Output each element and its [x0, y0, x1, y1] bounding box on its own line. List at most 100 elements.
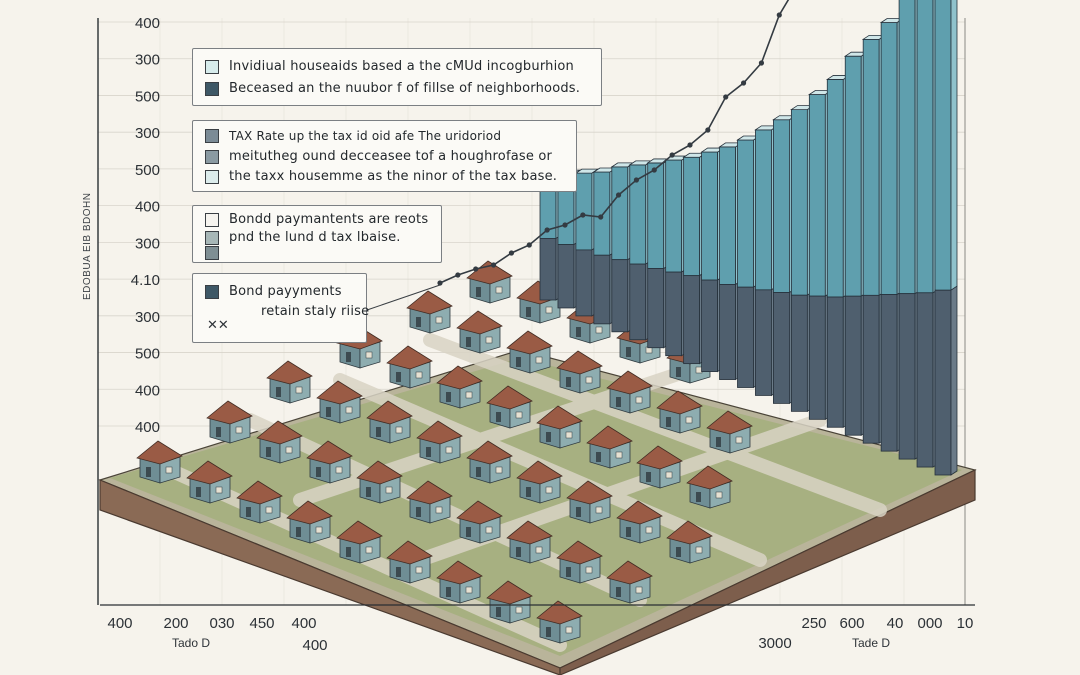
house-window: [585, 566, 593, 574]
y-tick-label: 400: [135, 199, 160, 216]
house-roof: [566, 480, 613, 505]
house: [586, 425, 633, 469]
house-door: [676, 367, 681, 377]
house-roof: [706, 410, 753, 435]
house-door: [716, 437, 721, 447]
house-door: [676, 547, 681, 557]
house: [366, 400, 413, 444]
bar-segment-bond: [790, 294, 808, 412]
house-window: [295, 386, 303, 394]
legend-text: Beceased an the nuubor f of fillse of ne…: [229, 81, 581, 96]
house-roof: [256, 420, 303, 445]
x-axis-label-right: Tade D: [852, 636, 891, 650]
trend-point: [633, 177, 640, 183]
house: [256, 420, 303, 464]
house-roof: [336, 520, 383, 545]
house-door: [276, 387, 281, 397]
trend-point: [598, 214, 604, 220]
x-tick-label: 400: [291, 615, 316, 632]
bar-segment-tax: [934, 0, 952, 291]
house-roof: [386, 540, 433, 565]
x-tick-label: 40: [887, 615, 904, 632]
bar-segment-tax: [844, 55, 862, 297]
house-roof: [556, 350, 603, 375]
house-roof: [236, 480, 283, 505]
bar-segment-bond: [880, 294, 898, 452]
house-window: [495, 466, 503, 474]
legend-text: pnd the lund d tax lbaise.: [229, 230, 401, 245]
house-door: [496, 607, 501, 617]
bar-segment-bond: [611, 259, 629, 333]
legend-text: TAX Rate up the tax id oid afe The urido…: [229, 129, 502, 143]
y-tick-label: 500: [135, 88, 160, 105]
bar-segment-tax: [898, 0, 916, 295]
house-door: [296, 527, 301, 537]
trend-point: [776, 12, 782, 18]
bar-segment-bond: [862, 294, 880, 444]
house-door: [316, 467, 321, 477]
x-tick-label: 250: [801, 615, 826, 632]
trend-point: [740, 80, 747, 86]
bar-segment-bond: [719, 284, 736, 380]
legend-swatch: [205, 81, 219, 96]
trend-point: [651, 167, 657, 173]
house-roof: [586, 425, 633, 450]
trend-point: [490, 262, 497, 268]
house-window: [565, 431, 573, 439]
y-tick-label: 300: [135, 52, 160, 69]
ticks-layer: 4003005003005004003004.10300500400400400…: [100, 15, 975, 654]
house-roof: [136, 440, 183, 465]
house-roof: [486, 385, 533, 410]
bar: [934, 0, 958, 476]
house: [616, 500, 663, 544]
bar: [772, 114, 797, 405]
house-window: [685, 416, 693, 424]
bar-segment-tax: [611, 166, 629, 261]
bar-segment-tax: [916, 0, 934, 294]
house: [466, 260, 513, 304]
house: [436, 365, 483, 409]
y-tick-label: 400: [135, 382, 160, 399]
house-window: [715, 491, 723, 499]
trend-point: [758, 60, 765, 66]
bar-segment-bond: [808, 295, 826, 420]
house-window: [615, 451, 623, 459]
house-door: [446, 392, 451, 402]
bar-segment-tax: [719, 146, 736, 285]
house-door: [646, 472, 651, 482]
house: [706, 410, 753, 454]
house-door: [626, 347, 631, 357]
house: [456, 500, 503, 544]
house-roof: [206, 400, 253, 425]
house-window: [395, 426, 403, 434]
house-roof: [416, 420, 463, 445]
legend-swatch: [205, 59, 219, 74]
trend-layer: [366, 0, 790, 311]
bar-segment-bond: [934, 289, 952, 476]
house-door: [526, 487, 531, 497]
house-window: [445, 446, 453, 454]
house-roof: [556, 540, 603, 565]
legend-text: Invidiual houseaids based a the cMUd inc…: [229, 59, 574, 74]
house: [606, 370, 653, 414]
bar-segment-bond: [557, 244, 575, 309]
y-tick-label: 4.10: [131, 272, 160, 289]
house-window: [595, 506, 603, 514]
legend-box-2: TAX Rate up the tax id oid afe The urido…: [192, 120, 577, 192]
house-window: [435, 316, 443, 324]
house-door: [616, 397, 621, 407]
house: [386, 540, 433, 584]
house: [186, 460, 233, 504]
house-window: [695, 546, 703, 554]
bar-segment-bond: [826, 296, 844, 428]
house: [566, 480, 613, 524]
house-door: [516, 357, 521, 367]
house-window: [365, 351, 373, 359]
house-roof: [516, 460, 563, 485]
bar-segment-tax: [880, 22, 898, 295]
trend-point: [562, 222, 568, 228]
bar-segment-bond: [737, 286, 754, 388]
bar-segment-bond: [844, 295, 862, 436]
house: [556, 350, 603, 394]
house-window: [515, 411, 523, 419]
